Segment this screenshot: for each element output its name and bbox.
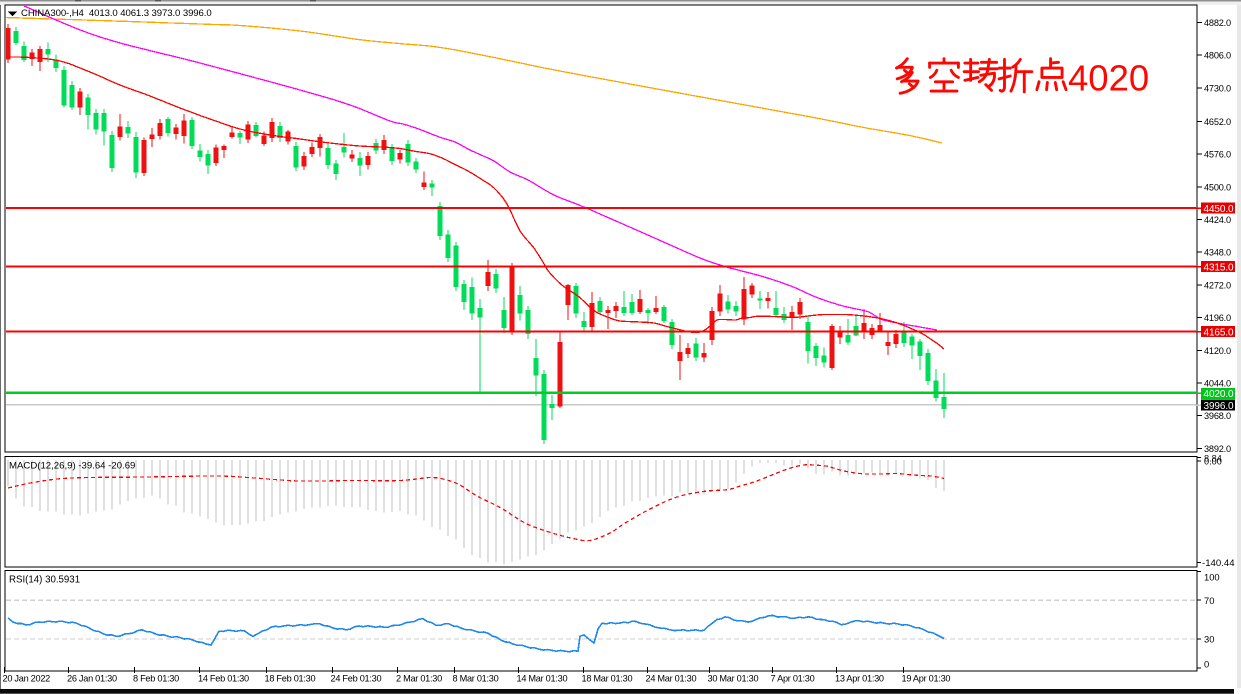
svg-text:8.84: 8.84 bbox=[1204, 453, 1222, 463]
svg-text:14 Feb 01:30: 14 Feb 01:30 bbox=[198, 674, 249, 684]
svg-text:26 Jan 01:30: 26 Jan 01:30 bbox=[67, 674, 117, 684]
svg-text:4315.0: 4315.0 bbox=[1204, 263, 1235, 274]
svg-text:30 Mar 01:30: 30 Mar 01:30 bbox=[708, 674, 759, 684]
svg-text:4806.0: 4806.0 bbox=[1204, 51, 1231, 61]
svg-text:3968.0: 3968.0 bbox=[1204, 411, 1231, 421]
svg-text:19 Apr 01:30: 19 Apr 01:30 bbox=[902, 674, 951, 684]
svg-text:4165.0: 4165.0 bbox=[1204, 327, 1235, 338]
svg-text:CHINA300-,H4 4013.0 4061.3 39: CHINA300-,H4 4013.0 4061.3 3973.0 3996.0 bbox=[21, 8, 212, 19]
svg-text:30: 30 bbox=[1204, 633, 1214, 644]
svg-text:4450.0: 4450.0 bbox=[1204, 204, 1235, 215]
svg-text:8 Feb 01:30: 8 Feb 01:30 bbox=[133, 674, 179, 684]
svg-text:0.00: 0.00 bbox=[1204, 456, 1222, 466]
svg-text:RSI(14) 30.5931: RSI(14) 30.5931 bbox=[9, 575, 80, 586]
svg-text:24 Mar 01:30: 24 Mar 01:30 bbox=[646, 674, 697, 684]
svg-text:3996.0: 3996.0 bbox=[1204, 401, 1235, 412]
svg-text:18 Mar 01:30: 18 Mar 01:30 bbox=[582, 674, 633, 684]
svg-text:4196.0: 4196.0 bbox=[1204, 313, 1231, 323]
svg-text:100: 100 bbox=[1204, 572, 1220, 583]
svg-text:0: 0 bbox=[1204, 658, 1209, 669]
svg-text:4044.0: 4044.0 bbox=[1204, 379, 1231, 389]
svg-text:7 Apr 01:30: 7 Apr 01:30 bbox=[771, 674, 815, 684]
svg-text:4424.0: 4424.0 bbox=[1204, 215, 1231, 225]
svg-text:-140.44: -140.44 bbox=[1202, 558, 1235, 569]
svg-text:4652.0: 4652.0 bbox=[1204, 117, 1231, 127]
svg-text:2 Mar 01:30: 2 Mar 01:30 bbox=[396, 674, 442, 684]
svg-text:4348.0: 4348.0 bbox=[1204, 248, 1231, 258]
svg-text:4500.0: 4500.0 bbox=[1204, 182, 1231, 192]
svg-text:8 Mar 01:30: 8 Mar 01:30 bbox=[453, 674, 499, 684]
svg-text:70: 70 bbox=[1204, 595, 1214, 606]
svg-text:14 Mar 01:30: 14 Mar 01:30 bbox=[517, 674, 568, 684]
svg-text:4730.0: 4730.0 bbox=[1204, 83, 1231, 93]
svg-text:18 Feb 01:30: 18 Feb 01:30 bbox=[265, 674, 316, 684]
svg-text:4576.0: 4576.0 bbox=[1204, 150, 1231, 160]
svg-text:13 Apr 01:30: 13 Apr 01:30 bbox=[835, 674, 884, 684]
svg-text:MACD(12,26,9) -39.64 -20.69: MACD(12,26,9) -39.64 -20.69 bbox=[9, 461, 135, 472]
svg-text:3892.0: 3892.0 bbox=[1204, 444, 1231, 454]
svg-text:4120.0: 4120.0 bbox=[1204, 346, 1231, 356]
svg-text:24 Feb 01:30: 24 Feb 01:30 bbox=[331, 674, 382, 684]
svg-text:4020.0: 4020.0 bbox=[1204, 389, 1235, 400]
svg-text:4020: 4020 bbox=[1068, 58, 1149, 99]
svg-text:4882.0: 4882.0 bbox=[1204, 18, 1231, 28]
svg-text:20 Jan 2022: 20 Jan 2022 bbox=[3, 674, 51, 684]
svg-text:4272.0: 4272.0 bbox=[1204, 280, 1231, 290]
